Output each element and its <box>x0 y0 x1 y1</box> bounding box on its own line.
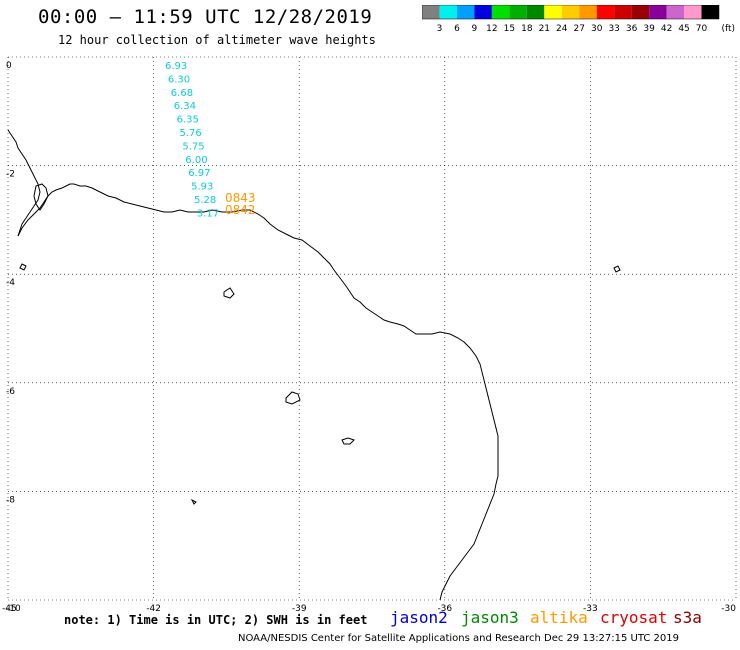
satellite-s3a: s3a <box>673 608 702 627</box>
colorbar-swatch <box>439 5 457 19</box>
colorbar-label: 6 <box>454 24 460 34</box>
latitude-tick: -6 <box>6 387 15 397</box>
map-title: 00:00 – 11:59 UTC 12/28/2019 <box>38 6 373 28</box>
satellite-jason2: jason2 <box>390 608 448 627</box>
colorbar-unit: (ft) <box>721 24 735 34</box>
pass-time-label: 0843 <box>225 191 256 205</box>
colorbar-swatch <box>579 5 597 19</box>
colorbar-swatch <box>684 5 702 19</box>
longitude-tick: -36 <box>437 604 452 614</box>
colorbar-label: 27 <box>574 24 585 34</box>
swh-label: 3.17 <box>197 208 219 219</box>
swh-label: 6.68 <box>171 88 193 99</box>
colorbar-swatch <box>596 5 615 19</box>
coastline <box>7 129 621 601</box>
longitude-tick-labels: -45 -42 -39 -36 -33 -30 <box>2 604 736 614</box>
colorbar-label: 30 <box>591 24 603 34</box>
swh-label: 6.93 <box>165 61 187 72</box>
swh-label: 6.30 <box>168 74 190 85</box>
colorbar-swatch <box>474 5 492 19</box>
swh-label: 6.34 <box>174 101 196 112</box>
colorbar-label: 18 <box>521 24 533 34</box>
island-2 <box>223 287 235 299</box>
island-3 <box>285 391 301 405</box>
longitude-tick: -45 <box>2 604 17 614</box>
colorbar-label: 15 <box>504 24 515 34</box>
swh-label: 5.28 <box>194 195 216 206</box>
island-5 <box>613 265 621 273</box>
longitude-tick: -39 <box>292 604 307 614</box>
colorbar-label: 12 <box>486 24 497 34</box>
satellite-jason3: jason3 <box>461 608 519 627</box>
wave-height-colorbar: 3 6 9 12 15 18 21 24 27 30 33 36 39 42 45 70 (ft) <box>422 5 735 34</box>
longitude-tick: -30 <box>721 604 736 614</box>
longitude-tick: -42 <box>146 604 161 614</box>
swh-label: 5.75 <box>182 141 204 152</box>
colorbar-swatch <box>649 5 667 19</box>
colorbar-swatch <box>456 5 475 19</box>
colorbar-label: 70 <box>696 24 708 34</box>
colorbar-swatch <box>422 5 440 19</box>
pass-time-label: 0842 <box>225 203 256 217</box>
credit-line: NOAA/NESDIS Center for Satellite Applica… <box>238 633 680 644</box>
swh-label: 6.35 <box>177 115 199 126</box>
latitude-tick: -2 <box>6 170 15 180</box>
colorbar-swatch <box>666 5 685 19</box>
latitude-tick: -10 <box>6 604 21 614</box>
latitude-tick: -8 <box>6 495 15 505</box>
map-gridlines <box>7 56 737 601</box>
colorbar-swatch <box>614 5 632 19</box>
coastline-north <box>7 129 41 237</box>
latitude-tick: 0 <box>6 61 12 71</box>
colorbar-label: 24 <box>556 24 568 34</box>
swh-label: 5.76 <box>180 128 202 139</box>
coastline-main <box>17 183 499 601</box>
altimeter-track-labels: 6.93 6.30 6.68 6.34 6.35 5.76 5.75 6.00 6.97 5.93… <box>165 61 219 219</box>
colorbar-border <box>422 5 720 20</box>
latitude-tick-labels: 0 -2 -4 -6 -8 -10 <box>6 61 21 614</box>
colorbar-label: 33 <box>608 24 619 34</box>
swh-label: 6.00 <box>185 155 207 166</box>
colorbar-swatch <box>491 5 510 19</box>
colorbar-label: 9 <box>472 24 478 34</box>
swh-label: 6.97 <box>188 168 210 179</box>
satellite-altika: altika <box>530 608 588 627</box>
colorbar-label: 21 <box>539 24 550 34</box>
satellite-cryosat: cryosat <box>600 608 668 627</box>
colorbar-label: 45 <box>678 24 689 34</box>
colorbar-label: 3 <box>437 24 443 34</box>
colorbar-swatch <box>631 5 650 19</box>
colorbar-swatch <box>561 5 580 19</box>
coastline-inlet <box>33 183 49 211</box>
colorbar-label: 39 <box>643 24 655 34</box>
colorbar-swatch <box>526 5 545 19</box>
island-6 <box>190 498 197 505</box>
colorbar-swatch <box>701 5 719 19</box>
swh-label: 5.93 <box>191 182 213 193</box>
island-1 <box>19 263 27 271</box>
colorbar-label: 36 <box>626 24 638 34</box>
island-4 <box>341 437 355 445</box>
latitude-tick: -4 <box>6 278 15 288</box>
longitude-tick: -33 <box>583 604 598 614</box>
colorbar-label: 42 <box>661 24 672 34</box>
map-subtitle: 12 hour collection of altimeter wave hei… <box>58 33 376 47</box>
colorbar-swatch <box>509 5 527 19</box>
footer-note: note: 1) Time is in UTC; 2) SWH is in fe… <box>64 613 368 627</box>
colorbar-swatch <box>544 5 562 19</box>
